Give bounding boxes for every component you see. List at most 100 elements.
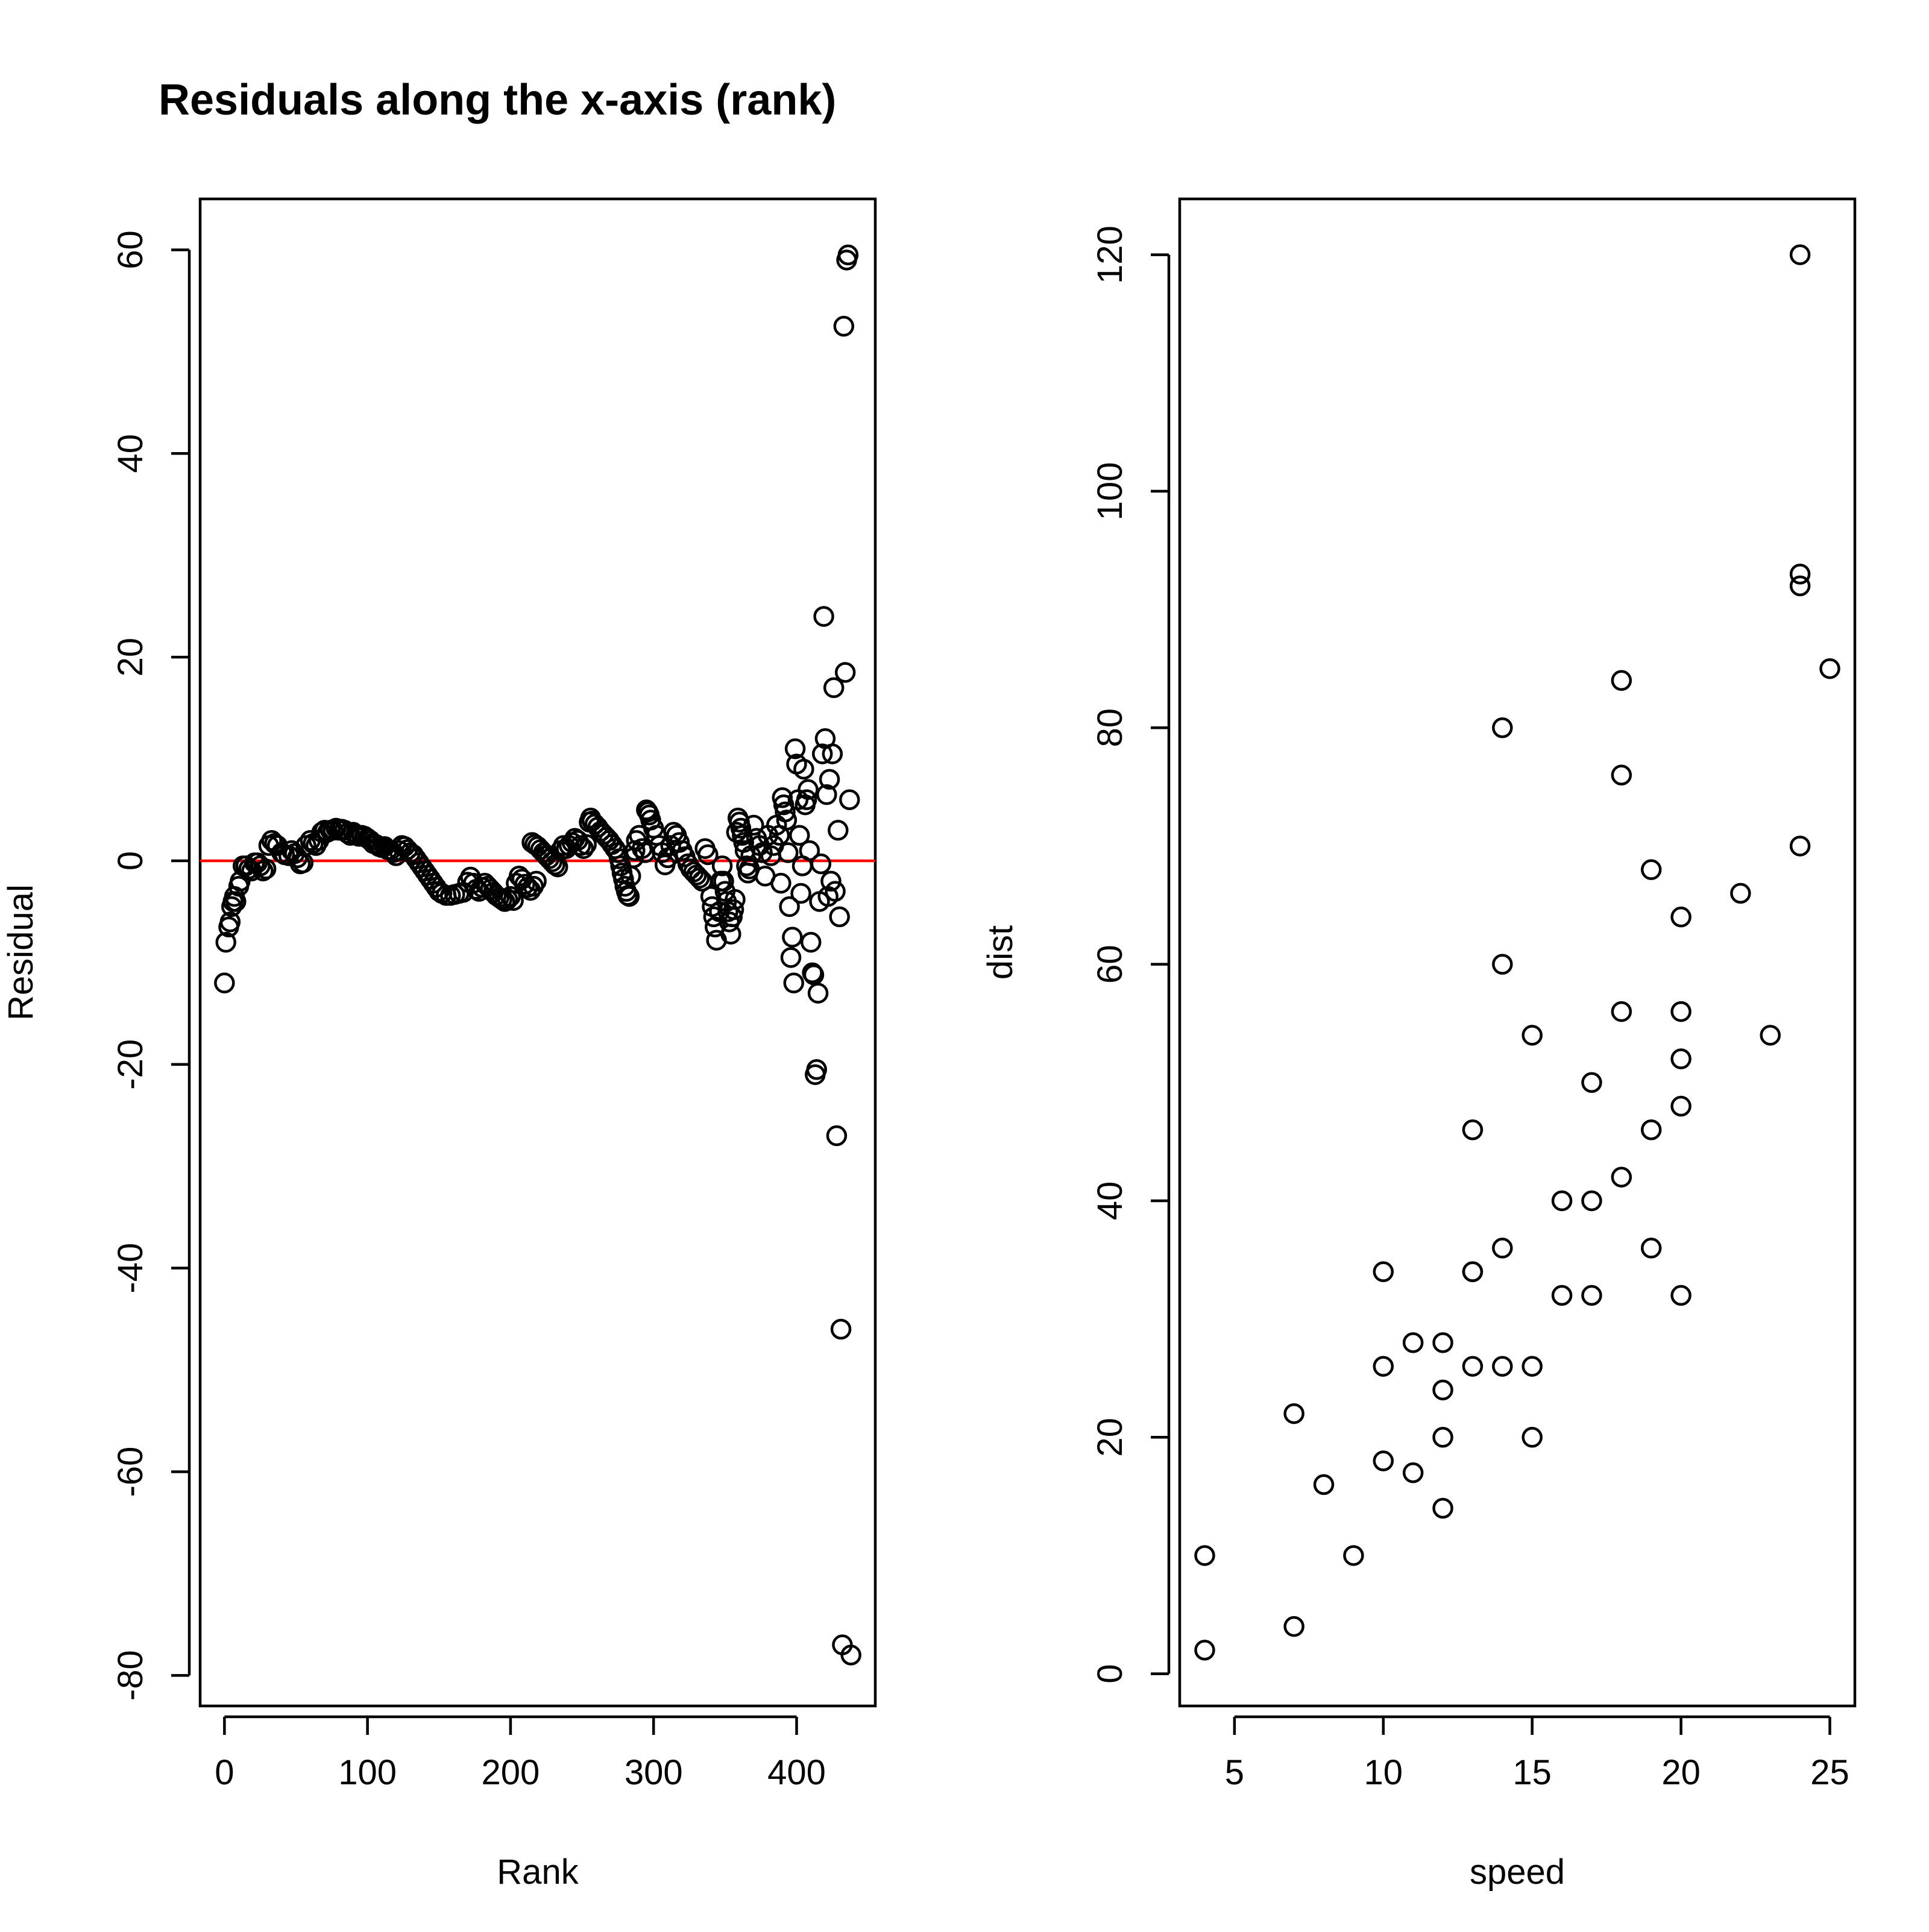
data-point bbox=[1611, 1166, 1632, 1188]
data-point bbox=[1581, 1190, 1602, 1212]
data-point bbox=[1432, 1497, 1453, 1519]
data-point bbox=[796, 789, 817, 810]
data-point bbox=[1670, 1001, 1691, 1022]
data-point bbox=[1551, 1190, 1573, 1212]
data-point bbox=[1789, 244, 1811, 265]
data-point bbox=[784, 738, 806, 760]
residual-points bbox=[214, 244, 861, 1666]
plot-frame bbox=[198, 197, 877, 1708]
data-point bbox=[488, 887, 510, 908]
data-point bbox=[1492, 717, 1513, 738]
data-point bbox=[261, 829, 282, 851]
y-tick-label: 80 bbox=[1090, 708, 1130, 747]
y-tick-label: 20 bbox=[1090, 1418, 1130, 1457]
data-point bbox=[826, 1125, 848, 1147]
data-point bbox=[1194, 1545, 1215, 1566]
data-point bbox=[1730, 883, 1751, 904]
x-tick-label: 0 bbox=[215, 1753, 234, 1792]
data-point bbox=[743, 814, 764, 836]
data-point bbox=[828, 820, 849, 841]
data-point bbox=[775, 801, 796, 823]
data-point bbox=[779, 896, 800, 917]
data-point bbox=[1670, 1048, 1691, 1069]
data-point bbox=[255, 858, 277, 879]
data-point bbox=[1432, 1427, 1453, 1448]
data-point bbox=[576, 834, 597, 855]
data-point bbox=[1373, 1261, 1394, 1282]
data-point bbox=[834, 662, 856, 683]
data-point bbox=[494, 891, 515, 912]
data-point bbox=[723, 899, 744, 920]
data-point bbox=[1492, 1238, 1513, 1259]
data-point bbox=[807, 983, 829, 1004]
data-point bbox=[776, 810, 798, 831]
data-point bbox=[500, 886, 521, 907]
x-tick-label: 10 bbox=[1364, 1753, 1403, 1792]
y-tick-label: -80 bbox=[111, 1650, 150, 1701]
data-point bbox=[1670, 1095, 1691, 1117]
data-point bbox=[806, 1059, 827, 1080]
data-point bbox=[1789, 564, 1811, 585]
data-point bbox=[1462, 1356, 1484, 1377]
data-point bbox=[219, 911, 241, 933]
data-point bbox=[1640, 1119, 1662, 1141]
x-tick-label: 25 bbox=[1810, 1753, 1849, 1792]
data-point bbox=[837, 244, 859, 266]
x-tick-label: 100 bbox=[338, 1753, 397, 1792]
y-axis-title: dist bbox=[981, 925, 1020, 980]
data-point bbox=[1432, 1379, 1453, 1401]
data-point bbox=[1611, 670, 1632, 691]
data-point bbox=[772, 787, 793, 808]
data-point bbox=[1373, 1356, 1394, 1377]
data-point bbox=[1402, 1332, 1424, 1353]
data-point bbox=[215, 931, 236, 953]
data-point bbox=[793, 758, 814, 780]
data-point bbox=[823, 677, 845, 699]
data-point bbox=[1313, 1474, 1335, 1496]
x-tick-label: 15 bbox=[1512, 1753, 1552, 1792]
data-point bbox=[686, 864, 707, 886]
data-point bbox=[732, 825, 753, 846]
data-point bbox=[688, 867, 710, 889]
data-point bbox=[790, 883, 811, 904]
data-point bbox=[1670, 906, 1691, 928]
data-point bbox=[491, 889, 512, 910]
data-point bbox=[609, 848, 630, 869]
plot-frame bbox=[1178, 197, 1857, 1708]
data-point bbox=[711, 855, 733, 876]
y-tick-label: 0 bbox=[111, 851, 150, 870]
data-point bbox=[813, 606, 834, 627]
data-point bbox=[782, 927, 803, 948]
data-point bbox=[573, 838, 594, 859]
data-point bbox=[1640, 1238, 1662, 1259]
data-point bbox=[1373, 1450, 1394, 1471]
x-tick-label: 20 bbox=[1661, 1753, 1701, 1792]
data-point bbox=[1462, 1119, 1484, 1141]
data-point bbox=[1283, 1616, 1304, 1637]
data-point bbox=[783, 972, 804, 993]
data-point bbox=[663, 822, 684, 843]
data-point bbox=[788, 825, 810, 846]
data-point bbox=[1521, 1356, 1543, 1377]
y-tick-label: 0 bbox=[1090, 1664, 1130, 1684]
data-point bbox=[1670, 1285, 1691, 1306]
data-point bbox=[1492, 1356, 1513, 1377]
data-point bbox=[810, 853, 832, 875]
data-point bbox=[1194, 1640, 1215, 1661]
data-point bbox=[1789, 575, 1811, 597]
data-point bbox=[618, 886, 640, 907]
data-point bbox=[1819, 658, 1840, 679]
x-axis-title: Rank bbox=[497, 1852, 579, 1892]
data-point bbox=[798, 779, 819, 800]
data-point bbox=[1283, 1403, 1304, 1424]
data-point bbox=[1581, 1072, 1602, 1093]
data-point bbox=[253, 860, 274, 882]
x-tick-label: 300 bbox=[625, 1753, 683, 1792]
y-tick-label: -20 bbox=[111, 1039, 150, 1090]
data-point bbox=[780, 947, 802, 968]
data-point bbox=[1789, 835, 1811, 857]
x-tick-label: 400 bbox=[767, 1753, 826, 1792]
y-axis-title: Residual bbox=[1, 884, 40, 1021]
data-point bbox=[773, 794, 795, 816]
data-point bbox=[514, 873, 535, 895]
